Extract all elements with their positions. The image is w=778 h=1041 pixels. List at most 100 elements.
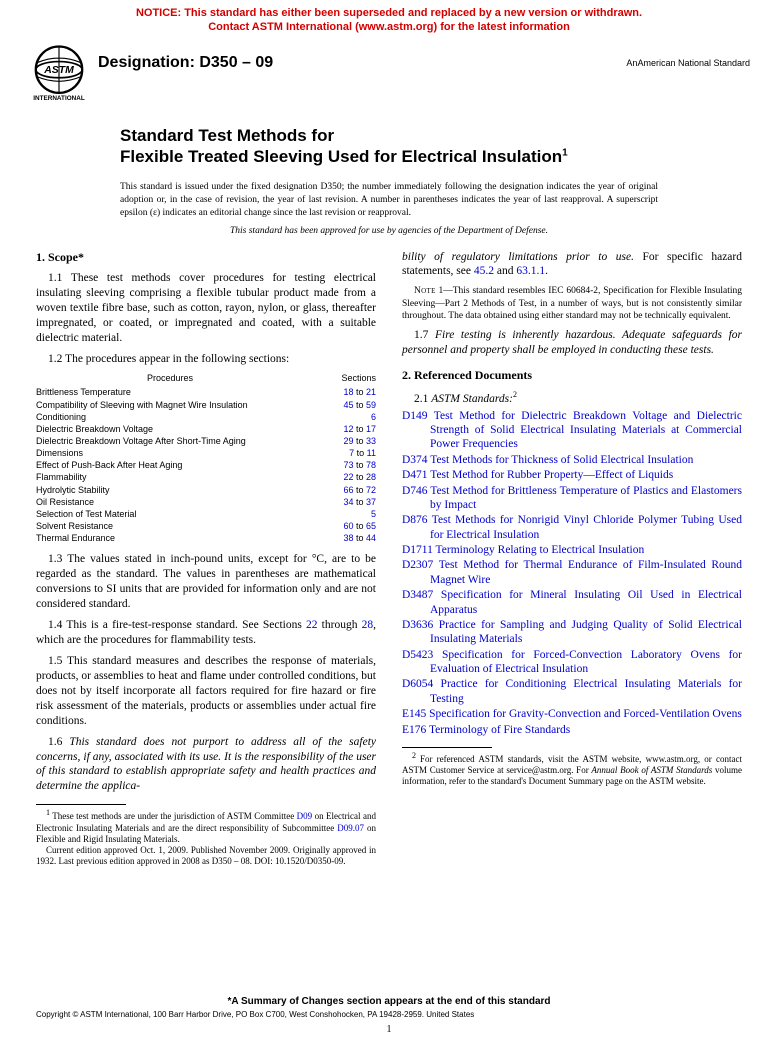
reference-title-link[interactable]: Terminology of Fire Standards (429, 724, 570, 736)
reference-title-link[interactable]: Practice for Sampling and Judging Qualit… (430, 619, 742, 645)
reference-item: D3636 Practice for Sampling and Judging … (402, 618, 742, 647)
reference-item: D149 Test Method for Dielectric Breakdow… (402, 409, 742, 452)
reference-code-link[interactable]: D876 (402, 514, 432, 526)
link-section[interactable]: 34 (343, 497, 353, 507)
para-1-5: 1.5 This standard measures and describes… (36, 654, 376, 729)
reference-code-link[interactable]: E176 (402, 724, 429, 736)
reference-code-link[interactable]: D471 (402, 469, 430, 481)
link-section[interactable]: 17 (366, 424, 376, 434)
link-section[interactable]: 11 (367, 448, 376, 458)
astm-logo-icon: ASTMINTERNATIONAL (30, 43, 88, 101)
scope-heading: 1. Scope* (36, 250, 376, 266)
reference-item: D746 Test Method for Brittleness Tempera… (402, 484, 742, 513)
table-row: Flammability22 to 28 (36, 471, 376, 483)
reference-item: E145 Specification for Gravity-Convectio… (402, 707, 742, 721)
reference-title-link[interactable]: Specification for Forced-Convection Labo… (430, 649, 742, 675)
link-section[interactable]: 66 (343, 485, 353, 495)
reference-title-link[interactable]: Terminology Relating to Electrical Insul… (436, 544, 645, 556)
refdocs-heading: 2. Referenced Documents (402, 368, 742, 384)
reference-code-link[interactable]: D374 (402, 454, 430, 466)
reference-code-link[interactable]: D1711 (402, 544, 436, 556)
para-1-1: 1.1 These test methods cover procedures … (36, 271, 376, 346)
reference-item: D1711 Terminology Relating to Electrical… (402, 543, 742, 557)
page-title: Standard Test Methods for Flexible Treat… (120, 125, 658, 168)
link-section[interactable]: 65 (366, 521, 376, 531)
reference-code-link[interactable]: D149 (402, 410, 434, 422)
para-2-1: 2.1 ASTM Standards:2 (402, 390, 742, 407)
para-1-2: 1.2 The procedures appear in the followi… (36, 352, 376, 367)
para-1-6-cont: bility of regulatory limitations prior t… (402, 250, 742, 280)
table-row: Dimensions7 to 11 (36, 447, 376, 459)
reference-title-link[interactable]: Test Method for Rubber Property—Effect o… (430, 469, 673, 481)
link-section[interactable]: 33 (366, 436, 376, 446)
link-section[interactable]: 73 (343, 460, 353, 470)
table-row: Selection of Test Material5 (36, 508, 376, 520)
link-section[interactable]: 22 (343, 472, 353, 482)
svg-text:INTERNATIONAL: INTERNATIONAL (33, 94, 85, 100)
reference-title-link[interactable]: Practice for Conditioning Electrical Ins… (430, 678, 742, 704)
table-row: Solvent Resistance60 to 65 (36, 520, 376, 532)
link-section[interactable]: 60 (343, 521, 353, 531)
link-section[interactable]: 12 (343, 424, 353, 434)
reference-code-link[interactable]: E145 (402, 708, 429, 720)
footnote-separator (36, 804, 126, 805)
link-section[interactable]: 37 (366, 497, 376, 507)
reference-title-link[interactable]: Test Methods for Thickness of Solid Elec… (430, 454, 693, 466)
reference-title-link[interactable]: Test Methods for Nonrigid Vinyl Chloride… (430, 514, 742, 540)
designation-label: Designation: (98, 54, 199, 71)
table-row: Dielectric Breakdown Voltage12 to 17 (36, 423, 376, 435)
footnote-separator-2 (402, 747, 492, 748)
link-section[interactable]: 28 (366, 472, 376, 482)
procedures-table: Brittleness Temperature18 to 21Compatibi… (36, 386, 376, 544)
reference-item: D374 Test Methods for Thickness of Solid… (402, 453, 742, 467)
reference-code-link[interactable]: D2307 (402, 559, 439, 571)
reference-code-link[interactable]: D3636 (402, 619, 439, 631)
link-section[interactable]: 18 (343, 387, 353, 397)
reference-item: D5423 Specification for Forced-Convectio… (402, 648, 742, 677)
designation-value: D350 – 09 (199, 54, 273, 71)
link-63-1-1[interactable]: 63.1.1 (516, 265, 545, 277)
reference-code-link[interactable]: D746 (402, 485, 430, 497)
reference-code-link[interactable]: D3487 (402, 589, 441, 601)
summary-line: *A Summary of Changes section appears at… (0, 996, 778, 1007)
link-section[interactable]: 72 (366, 485, 376, 495)
link-section[interactable]: 44 (366, 533, 376, 543)
link-section[interactable]: 38 (343, 533, 353, 543)
notice-line2: Contact ASTM International (www.astm.org… (208, 21, 570, 33)
table-row: Effect of Push-Back After Heat Aging73 t… (36, 459, 376, 471)
para-1-3: 1.3 The values stated in inch-pound unit… (36, 552, 376, 612)
reference-item: D876 Test Methods for Nonrigid Vinyl Chl… (402, 513, 742, 542)
link-section[interactable]: 5 (371, 509, 376, 519)
column-left: 1. Scope* 1.1 These test methods cover p… (36, 250, 376, 868)
para-1-4: 1.4 This is a fire-test-response standar… (36, 618, 376, 648)
footnote-1: 1 These test methods are under the juris… (36, 808, 376, 845)
reference-code-link[interactable]: D6054 (402, 678, 441, 690)
link-45-2[interactable]: 45.2 (474, 265, 494, 277)
designation: Designation: D350 – 09 (98, 54, 273, 72)
reference-title-link[interactable]: Test Method for Brittleness Temperature … (430, 485, 742, 511)
link-section[interactable]: 6 (371, 412, 376, 422)
table-row: Compatibility of Sleeving with Magnet Wi… (36, 399, 376, 411)
column-right: bility of regulatory limitations prior t… (402, 250, 742, 868)
reference-title-link[interactable]: Test Method for Dielectric Breakdown Vol… (430, 410, 742, 451)
link-d09[interactable]: D09 (297, 811, 313, 821)
page-number: 1 (0, 1024, 778, 1035)
link-section[interactable]: 21 (366, 387, 376, 397)
notice-line1: NOTICE: This standard has either been su… (136, 7, 642, 19)
table-row: Oil Resistance34 to 37 (36, 496, 376, 508)
table-row: Conditioning6 (36, 411, 376, 423)
link-sec-22[interactable]: 22 (306, 619, 318, 631)
reference-title-link[interactable]: Specification for Mineral Insulating Oil… (430, 589, 742, 615)
link-section[interactable]: 29 (343, 436, 353, 446)
reference-title-link[interactable]: Specification for Gravity-Convection and… (429, 708, 742, 720)
link-section[interactable]: 78 (366, 460, 376, 470)
footnote-2: 2 For referenced ASTM standards, visit t… (402, 751, 742, 788)
link-section[interactable]: 45 (343, 400, 353, 410)
header-row: ASTMINTERNATIONAL Designation: D350 – 09… (0, 37, 778, 103)
link-sec-28[interactable]: 28 (362, 619, 374, 631)
link-d0907[interactable]: D09.07 (337, 823, 364, 833)
intro-dod-note: This standard has been approved for use … (120, 226, 658, 236)
reference-code-link[interactable]: D5423 (402, 649, 442, 661)
link-section[interactable]: 59 (366, 400, 376, 410)
reference-title-link[interactable]: Test Method for Thermal Endurance of Fil… (430, 559, 742, 585)
